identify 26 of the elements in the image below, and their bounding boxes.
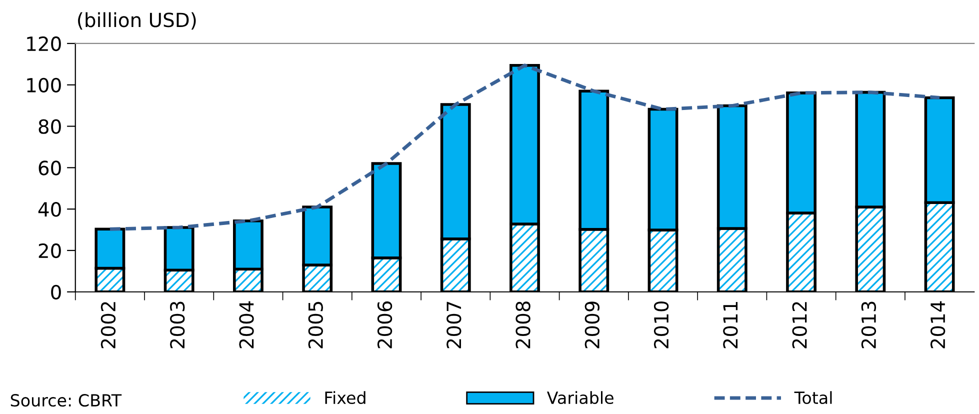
- y-tick-label: 100: [27, 78, 61, 93]
- legend-label: Total: [794, 391, 832, 404]
- x-tick-label: 2007: [446, 302, 462, 348]
- y-axis-title: (billion USD): [78, 12, 196, 30]
- x-tick-label: 2012: [792, 302, 807, 348]
- source-note: Source: CBRT: [10, 394, 122, 407]
- x-tick-label: 2014: [930, 301, 946, 348]
- x-tick-label: 2002: [100, 302, 116, 348]
- x-tick-label: 2009: [584, 302, 600, 348]
- x-tick-label: 2008: [516, 302, 530, 348]
- legend-label: Fixed: [325, 391, 366, 404]
- y-tick-label: 40: [38, 202, 61, 217]
- y-tick-label: 60: [38, 160, 61, 176]
- x-tick-label: 2013: [861, 302, 876, 348]
- y-tick-label: 20: [38, 243, 61, 258]
- x-tick-label: 2005: [308, 302, 323, 348]
- x-tick-label: 2010: [654, 301, 669, 348]
- x-tick-label: 2004: [239, 301, 254, 348]
- legend-label: Variable: [546, 391, 614, 404]
- x-tick-label: 2003: [170, 302, 185, 348]
- y-tick-label: 0: [51, 284, 61, 300]
- y-tick-label: 120: [27, 36, 61, 52]
- x-tick-label: 2006: [377, 301, 392, 348]
- x-tick-label: 2011: [723, 302, 738, 348]
- line-series: [108, 64, 942, 231]
- y-tick-label: 80: [38, 119, 61, 134]
